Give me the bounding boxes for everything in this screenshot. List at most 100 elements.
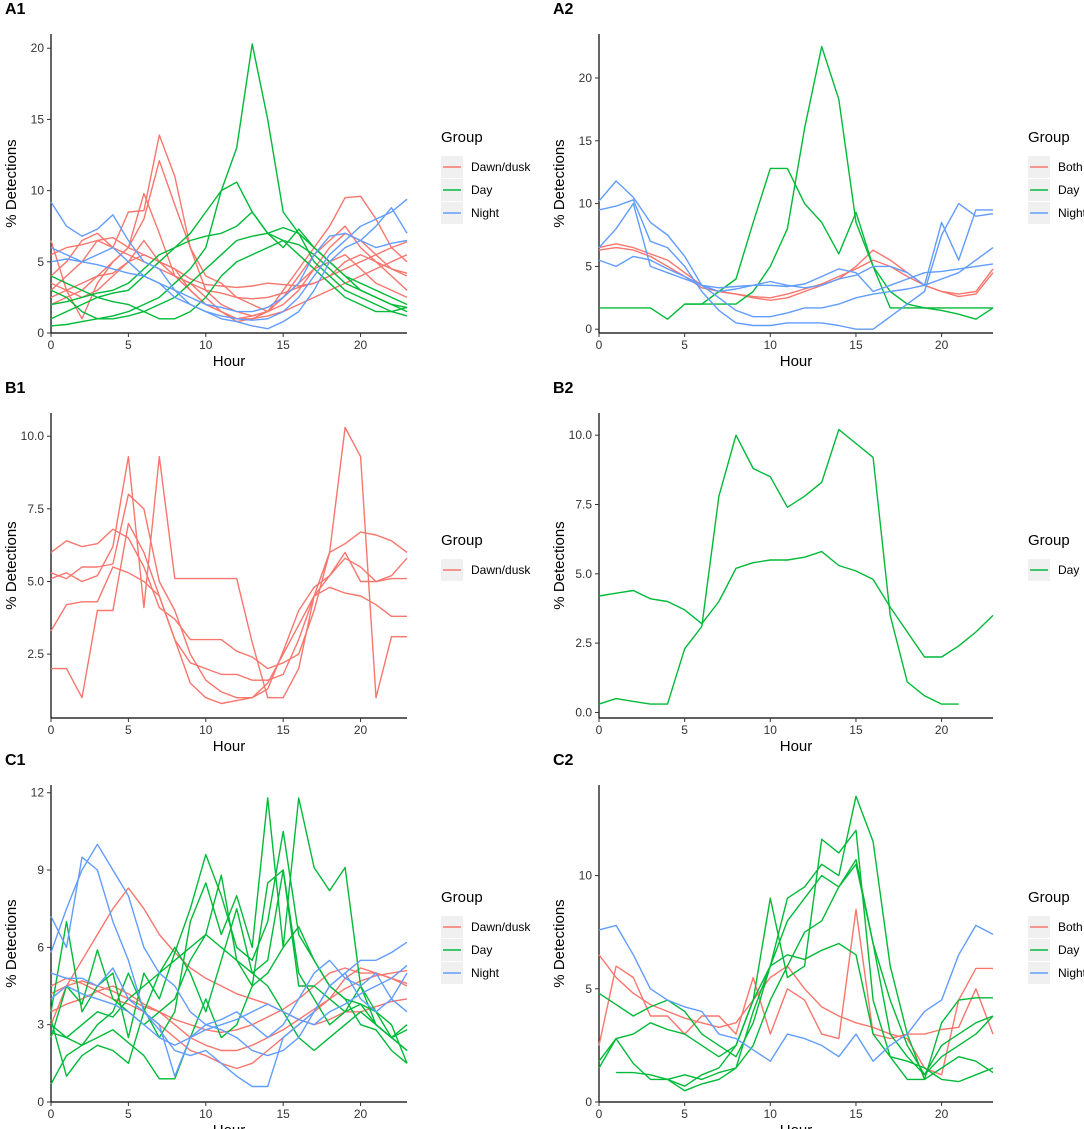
legend-title: Group [441,129,483,146]
x-axis-title: Hour [213,1122,246,1129]
legend-label: Day [1058,563,1079,577]
x-tick-label: 0 [48,338,55,352]
y-tick-label: 2.5 [27,647,44,661]
x-tick-label: 15 [849,723,863,737]
x-axis-title: Hour [780,353,813,370]
y-tick-label: 5 [585,982,592,996]
x-tick-label: 0 [596,1107,603,1121]
y-axis-title: % Detections [551,521,568,609]
y-axis-title: % Detections [551,899,568,987]
x-axis-title: Hour [213,738,246,755]
x-tick-label: 20 [935,723,949,737]
legend-label: Dawn/dusk [471,920,531,934]
panel-label-c2: C2 [553,752,574,769]
y-tick-label: 0.0 [575,705,592,719]
legend-label: Dawn/dusk [471,563,531,577]
x-tick-label: 10 [199,723,213,737]
x-tick-label: 5 [681,338,688,352]
legend: Group Dawn/dusk Day Night [441,129,531,224]
x-tick-label: 20 [354,1107,368,1121]
panel-a2: A20 5 10 15 2005101520Hour% DetectionsGroupB… [551,1,1084,370]
series-line-dawn-dusk-3 [51,494,407,697]
y-tick-label: 5 [37,255,44,269]
series-line-day-0 [599,552,993,657]
y-tick-label: 0 [585,322,592,336]
legend: GroupBothDayNight [1028,889,1084,984]
y-tick-label: 0 [37,326,44,340]
y-tick-label: 10.0 [21,429,45,443]
y-tick-label: 10 [579,197,593,211]
legend-label: Night [1058,966,1084,980]
legend-title: Group [1028,532,1070,549]
series-line-dawn-dusk-2 [51,552,407,680]
panel-label-b1: B1 [5,380,26,397]
x-tick-label: 5 [681,1107,688,1121]
panel-b1: B1 0 5 10 15 20 2.5 5.0 7.5 10.0 Hour % Detections G… [3,380,531,755]
x-tick-label: 0 [48,1107,55,1121]
x-tick-label: 5 [125,338,132,352]
series-line-day-6 [51,875,407,1063]
y-axis-title: % Detections [3,521,20,609]
y-tick-label: 20 [579,71,593,85]
x-tick-label: 20 [354,723,368,737]
x-tick-label: 10 [764,723,778,737]
panel-label-a2: A2 [553,1,574,18]
legend: GroupDawn/dusk [441,532,531,581]
y-tick-label: 6 [37,940,44,954]
x-tick-label: 15 [276,723,290,737]
y-tick-label: 3 [37,1018,44,1032]
series-line-dawn-dusk-2 [51,161,407,312]
y-tick-label: 5.0 [575,567,592,581]
series-line-day-8 [51,182,407,319]
y-tick-label: 20 [31,41,45,55]
y-tick-label: 7.5 [575,498,592,512]
panel-label-c1: C1 [5,752,26,769]
legend-title: Group [1028,889,1070,906]
y-axis-title: % Detections [551,139,568,227]
x-tick-label: 5 [681,723,688,737]
y-tick-label: 10 [31,184,45,198]
y-tick-label: 10 [579,869,593,883]
legend-label: Night [471,966,500,980]
x-tick-label: 15 [276,338,290,352]
series-line-night-7 [599,925,993,1061]
y-axis-title: % Detections [3,139,20,227]
y-tick-label: 0 [37,1095,44,1109]
series-line-dawn-dusk-1 [51,135,407,316]
legend-label: Night [471,206,500,220]
x-tick-label: 20 [935,338,949,352]
legend-title: Group [441,889,483,906]
y-tick-label: 7.5 [27,502,44,516]
x-tick-label: 15 [849,338,863,352]
x-tick-label: 0 [596,338,603,352]
y-tick-label: 15 [31,112,45,126]
y-tick-label: 9 [37,863,44,877]
x-tick-label: 5 [125,723,132,737]
legend-label: Day [471,183,492,197]
x-axis-title: Hour [213,353,246,370]
y-tick-label: 2.5 [575,636,592,650]
panel-c1: C1 0 5 10 15 20 0 3 6 9 12 Hour % Detections Group Daw… [3,752,531,1129]
legend-label: Both [1058,920,1083,934]
legend: Group Day [1028,532,1079,581]
legend: GroupBothDayNight [1028,129,1084,224]
y-tick-label: 0 [585,1095,592,1109]
series-line-night-4 [599,181,993,317]
legend-label: Day [471,943,492,957]
figure-canvas: A10 5 10 15 2005101520Hour% DetectionsGroupD… [0,0,1084,1129]
x-tick-label: 10 [764,338,778,352]
x-tick-label: 20 [354,338,368,352]
x-tick-label: 10 [764,1107,778,1121]
series-line-dawn-dusk-0 [51,888,407,1025]
series-line-day-1 [599,430,959,704]
x-tick-label: 0 [596,723,603,737]
y-tick-label: 5 [585,259,592,273]
x-tick-label: 5 [125,1107,132,1121]
x-tick-label: 20 [935,1107,949,1121]
x-axis-title: Hour [780,1122,813,1129]
y-axis-title: % Detections [3,899,20,987]
y-tick-label: 10.0 [569,428,593,442]
panel-b2: B20 5 10 15 200.02.55.07.510.0Hour% Detectio… [551,380,1079,755]
panel-label-a1: A1 [5,1,26,18]
series-line-dawn-dusk-0 [51,529,407,668]
